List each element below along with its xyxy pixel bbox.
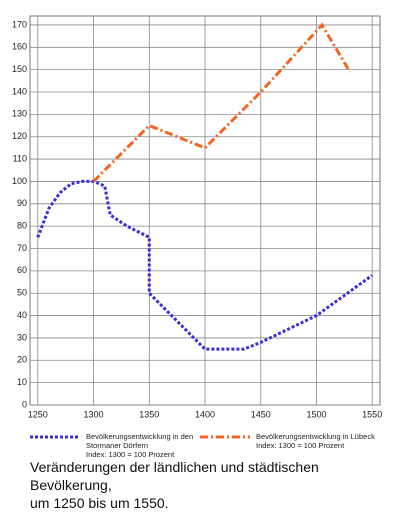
legend-label: Bevölkerungsentwicklung in Lübeck Index:…	[256, 432, 375, 450]
y-tick-label: 100	[12, 176, 27, 186]
y-tick-label: 130	[12, 109, 27, 119]
x-tick-label: 1400	[195, 409, 215, 419]
y-tick-label: 170	[12, 19, 27, 29]
x-tick-label: 1250	[28, 409, 48, 419]
y-tick-label: 160	[12, 42, 27, 52]
y-tick-label: 60	[17, 265, 27, 275]
y-tick-label: 50	[17, 288, 27, 298]
legend-label: Bevölkerungsentwicklung in den Stormaner…	[86, 432, 194, 459]
y-tick-label: 140	[12, 86, 27, 96]
y-tick-label: 80	[17, 221, 27, 231]
chart: 0 10 20 30 40 50 60 70 80 90 100 110 120 130 140 150 160…	[12, 15, 382, 439]
y-tick-label: 120	[12, 131, 27, 141]
x-tick-label: 1500	[306, 409, 326, 419]
x-tick-label: 1550	[362, 409, 382, 419]
x-tick-label: 1350	[139, 409, 159, 419]
y-tick-label: 70	[17, 243, 27, 253]
x-tick-label: 1300	[84, 409, 104, 419]
y-tick-label: 40	[17, 310, 27, 320]
y-tick-label: 10	[17, 377, 27, 387]
chart-title: Veränderungen der ländlichen und städtis…	[30, 459, 319, 511]
y-tick-label: 90	[17, 198, 27, 208]
y-tick-label: 110	[13, 153, 27, 163]
series-line	[92, 22, 352, 183]
y-tick-label: 150	[12, 64, 27, 74]
x-tick-label: 1450	[251, 409, 271, 419]
y-tick-label: 20	[17, 355, 27, 365]
series-line	[36, 179, 374, 351]
y-tick-label: 30	[17, 332, 27, 342]
y-tick-label: 0	[22, 399, 27, 409]
